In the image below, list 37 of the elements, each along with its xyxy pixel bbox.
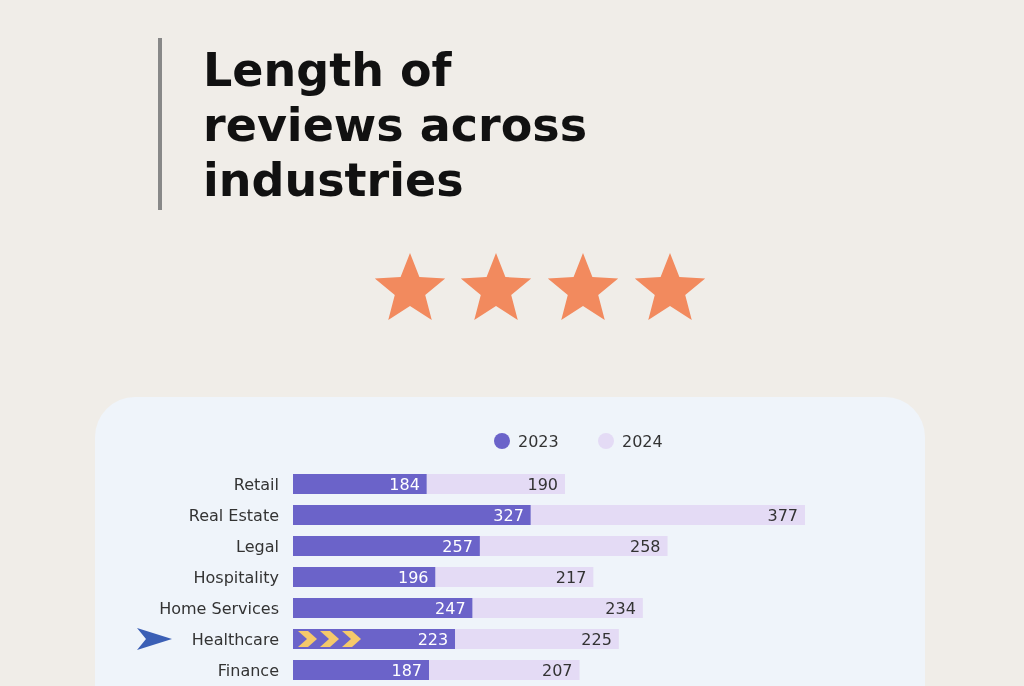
bar: [435, 567, 594, 587]
y-tick-label: Home Services: [159, 599, 279, 618]
data-label: 187: [391, 661, 422, 680]
bar: [293, 598, 473, 618]
legend-label: 2023: [518, 432, 559, 451]
bar: [429, 660, 580, 680]
data-label: 257: [442, 537, 473, 556]
y-tick-label: Hospitality: [193, 568, 279, 587]
bar: [293, 660, 429, 680]
y-tick-label: Retail: [233, 475, 279, 494]
data-label: 184: [389, 475, 420, 494]
bar: [455, 629, 619, 649]
bar: [293, 474, 427, 494]
bar: [479, 536, 668, 556]
data-label: 225: [581, 630, 612, 649]
data-label: 190: [527, 475, 558, 494]
chart-title: Length of reviews across industries: [203, 43, 588, 207]
bar: [426, 474, 565, 494]
data-label: 258: [630, 537, 661, 556]
data-label: 234: [605, 599, 636, 618]
bar: [293, 536, 480, 556]
y-tick-label: Healthcare: [191, 630, 279, 649]
bar: [293, 567, 436, 587]
bar: [472, 598, 643, 618]
data-label: 217: [555, 568, 587, 587]
bar: [530, 505, 805, 525]
data-label: 196: [398, 568, 429, 587]
legend-label: 2024: [622, 432, 663, 451]
data-label: 207: [542, 661, 573, 680]
y-tick-label: Real Estate: [188, 506, 279, 525]
data-label: 247: [435, 599, 466, 618]
bar: [293, 505, 531, 525]
data-label: 377: [767, 506, 798, 525]
data-label: 327: [493, 506, 524, 525]
data-label: 223: [417, 630, 449, 649]
y-tick-label: Finance: [217, 661, 279, 680]
y-tick-label: Legal: [236, 537, 279, 556]
